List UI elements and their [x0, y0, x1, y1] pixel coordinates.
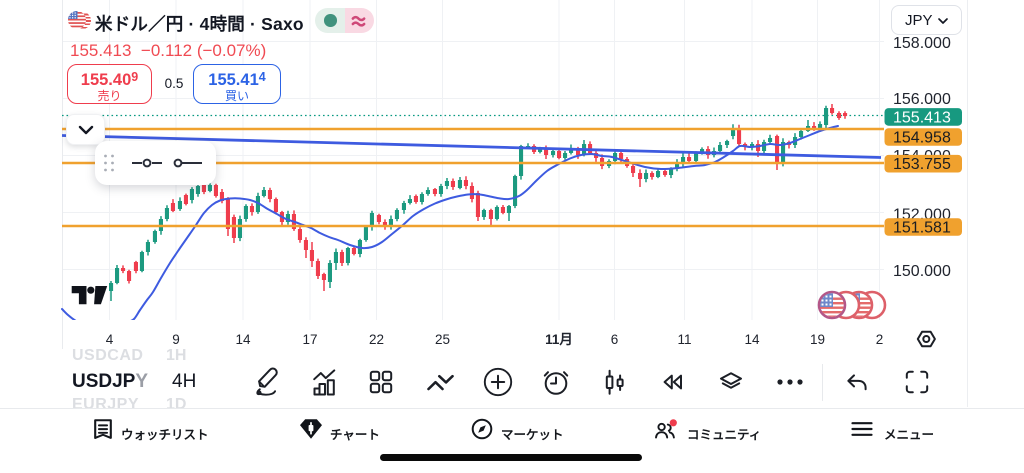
svg-text:14: 14 — [235, 332, 251, 347]
svg-text:11: 11 — [677, 332, 691, 347]
svg-text:19: 19 — [810, 332, 825, 347]
svg-text:154.958: 154.958 — [893, 130, 951, 147]
svg-text:150.000: 150.000 — [893, 263, 951, 280]
svg-text:151.581: 151.581 — [893, 220, 951, 237]
svg-text:9: 9 — [172, 332, 180, 347]
svg-text:155.413: 155.413 — [893, 109, 951, 126]
svg-text:4: 4 — [106, 332, 114, 347]
svg-text:11月: 11月 — [545, 332, 573, 347]
svg-text:158.000: 158.000 — [893, 35, 951, 52]
svg-text:156.000: 156.000 — [893, 91, 951, 108]
svg-text:2: 2 — [876, 332, 884, 347]
svg-text:25: 25 — [435, 332, 450, 347]
svg-text:6: 6 — [611, 332, 619, 347]
svg-text:22: 22 — [369, 332, 384, 347]
svg-text:17: 17 — [302, 332, 317, 347]
svg-text:14: 14 — [744, 332, 760, 347]
svg-text:153.755: 153.755 — [893, 156, 951, 173]
